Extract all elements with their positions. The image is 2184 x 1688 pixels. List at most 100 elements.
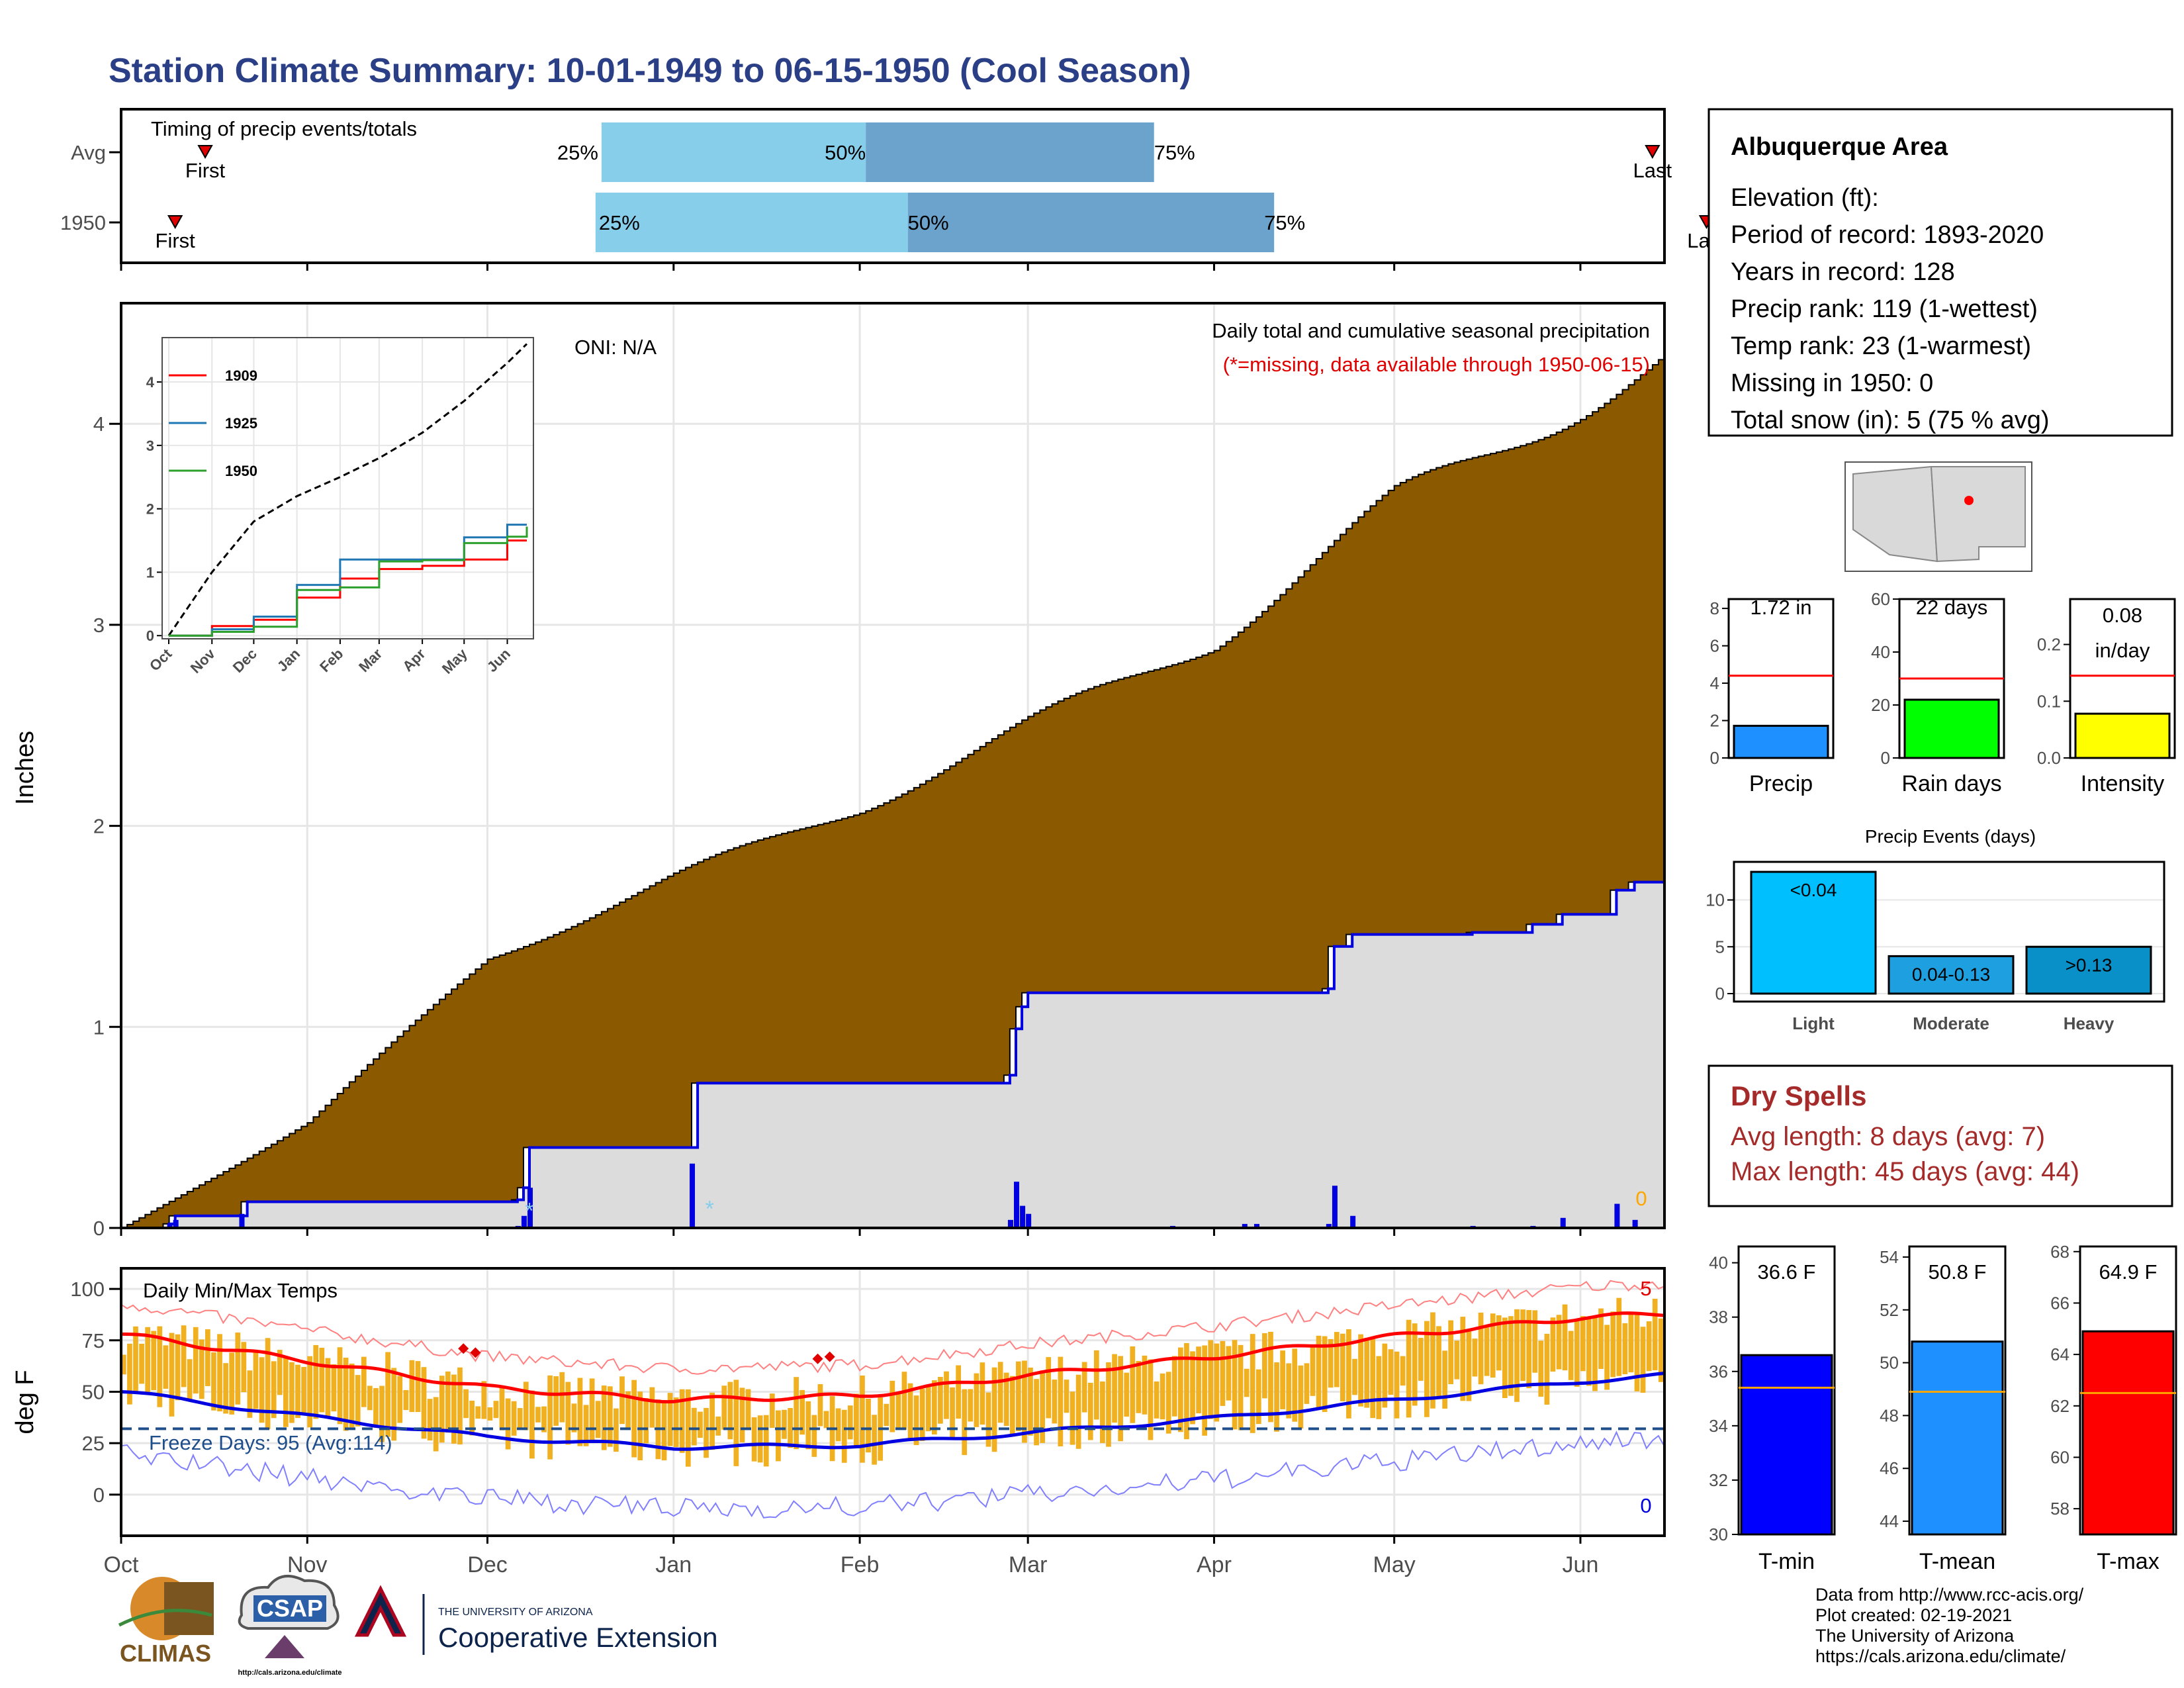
record-low-count: 0: [1640, 1494, 1651, 1517]
daily-temp-bar: [1400, 1356, 1406, 1386]
daily-temp-bar: [938, 1377, 943, 1424]
daily-temp-bar: [1442, 1350, 1447, 1409]
daily-temp-bar: [1100, 1381, 1105, 1444]
daily-temp-bar: [349, 1363, 355, 1428]
daily-temp-bar: [451, 1374, 457, 1444]
daily-temp-bar: [1226, 1346, 1232, 1401]
daily-temp-bar: [727, 1382, 733, 1440]
daily-temp-bar: [1069, 1391, 1075, 1445]
daily-temp-bar: [1028, 1367, 1033, 1436]
daily-temp-bar: [1058, 1356, 1064, 1446]
inset-line-1909: [169, 539, 527, 637]
daily-temp-bar: [847, 1405, 853, 1440]
daily-precip-bar: [1350, 1215, 1356, 1228]
record-high-count: 5: [1640, 1277, 1651, 1300]
timing-label-50: 50%: [825, 141, 866, 164]
daily-temp-bar: [1358, 1334, 1363, 1407]
daily-temp-bar: [776, 1410, 781, 1462]
daily-temp-bar: [529, 1390, 535, 1459]
daily-temp-bar: [1274, 1362, 1279, 1432]
daily-temp-bar: [1466, 1331, 1472, 1401]
daily-temp-bar: [1424, 1321, 1430, 1417]
timing-bar-25-50: [595, 193, 908, 252]
daily-temp-bar: [1340, 1333, 1345, 1401]
daily-temp-bar: [1430, 1312, 1435, 1409]
daily-temp-bar: [1646, 1321, 1652, 1372]
daily-temp-bar: [1532, 1310, 1538, 1373]
temp-ytick-label: 75: [82, 1329, 105, 1352]
missing-star: *: [705, 1197, 714, 1222]
tbar-ytick-label: 62: [2050, 1396, 2070, 1416]
daily-temp-bar: [1124, 1372, 1130, 1417]
temp-ylabel: deg F: [11, 1370, 39, 1434]
mini-ytick-label: 8: [1710, 598, 1719, 618]
main-ytick-label: 0: [93, 1217, 105, 1240]
daily-temp-bar: [956, 1365, 961, 1419]
month-label: Nov: [287, 1552, 327, 1577]
daily-temp-bar: [283, 1356, 289, 1427]
mini-ytick-label: 0: [1710, 748, 1719, 768]
daily-temp-bar: [259, 1357, 265, 1423]
daily-precip-bar: [1020, 1205, 1026, 1228]
month-label: Jun: [1563, 1552, 1599, 1577]
daily-temp-bar: [1292, 1348, 1298, 1422]
daily-temp-bar: [1136, 1360, 1142, 1413]
daily-temp-bar: [1652, 1298, 1658, 1370]
daily-temp-bar: [985, 1392, 991, 1447]
daily-temp-bar: [1316, 1335, 1322, 1408]
inset-ytick-label: 3: [146, 438, 154, 454]
daily-temp-bar: [667, 1393, 673, 1446]
daily-temp-bar: [295, 1364, 300, 1419]
daily-temp-bar: [1075, 1374, 1081, 1449]
month-label: Feb: [841, 1552, 880, 1577]
daily-temp-bar: [415, 1361, 421, 1413]
daily-temp-bar: [1598, 1308, 1604, 1370]
daily-precip-bar: [527, 1188, 533, 1228]
daily-temp-bar: [907, 1383, 913, 1439]
record-high-marker: [458, 1343, 469, 1354]
daily-temp-bar: [950, 1387, 955, 1440]
timing-row-label-1950: 1950: [60, 211, 106, 234]
daily-temp-bar: [884, 1403, 889, 1427]
events-ytick-label: 0: [1715, 984, 1725, 1004]
daily-temp-bar: [649, 1387, 655, 1428]
daily-temp-bar: [139, 1343, 144, 1384]
dry-spells-max: Max length: 45 days (avg: 44): [1731, 1157, 2079, 1186]
daily-temp-bar: [1171, 1356, 1177, 1417]
daily-temp-bar: [277, 1350, 283, 1395]
daily-temp-bar: [835, 1408, 841, 1442]
daily-temp-bar: [313, 1344, 319, 1419]
credit-line: https://cals.arizona.edu/climate/: [1815, 1646, 2066, 1666]
daily-temp-bar: [1255, 1369, 1261, 1425]
tbar-label: T-min: [1758, 1549, 1815, 1574]
mini-label: Rain days: [1901, 771, 2001, 796]
daily-temp-bar: [565, 1382, 571, 1445]
daily-temp-bar: [1346, 1329, 1351, 1419]
mini-value: 1.72 in: [1750, 596, 1811, 619]
daily-temp-bar: [782, 1409, 787, 1439]
timing-text-first: First: [185, 159, 226, 182]
station-line: Period of record: 1893-2020: [1731, 221, 2044, 249]
daily-temp-bar: [1046, 1357, 1052, 1419]
events-title: Precip Events (days): [1865, 826, 2036, 847]
mini-value: 0.08: [2103, 604, 2142, 627]
daily-temp-bar: [769, 1393, 775, 1429]
daily-temp-bar: [1081, 1362, 1087, 1413]
daily-precip-bar: [1632, 1219, 1638, 1228]
daily-temp-bar: [1412, 1323, 1418, 1406]
daily-temp-bar: [1394, 1351, 1400, 1419]
daily-precip-bar: [1014, 1182, 1020, 1228]
daily-temp-bar: [289, 1362, 295, 1423]
daily-temp-bar: [991, 1367, 997, 1452]
events-bar-inner: <0.04: [1790, 880, 1837, 900]
daily-temp-bar: [271, 1361, 277, 1419]
tbar-ytick-label: 60: [2050, 1447, 2070, 1467]
daily-temp-bar: [487, 1407, 493, 1421]
daily-temp-bar: [1148, 1359, 1154, 1440]
daily-temp-bar: [175, 1334, 181, 1401]
daily-temp-bar: [794, 1377, 799, 1450]
daily-temp-bar: [866, 1398, 871, 1453]
daily-precip-bar: [690, 1163, 696, 1228]
temp-panel-border: [120, 1267, 1666, 1537]
events-bar-Heavy: [2025, 945, 2152, 995]
